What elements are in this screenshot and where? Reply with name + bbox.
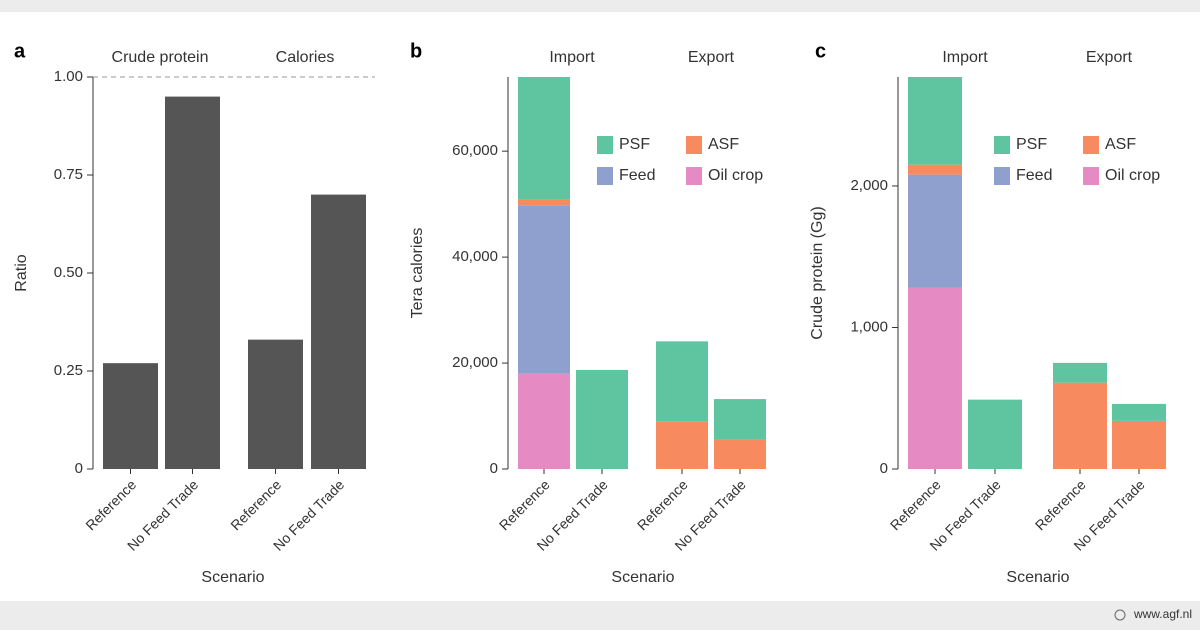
bar-segment bbox=[518, 205, 570, 374]
legend-label: ASF bbox=[708, 136, 739, 153]
footer-source: www.agf.nl bbox=[1133, 607, 1192, 621]
y-tick-label: 1.00 bbox=[54, 68, 83, 85]
legend-swatch bbox=[597, 167, 613, 185]
legend-label: PSF bbox=[1016, 136, 1047, 153]
y-tick-label: 40,000 bbox=[452, 248, 498, 265]
y-tick-label: 60,000 bbox=[452, 142, 498, 159]
legend-swatch bbox=[597, 136, 613, 154]
top-band bbox=[0, 0, 1200, 12]
legend-swatch bbox=[994, 167, 1010, 185]
bar-segment bbox=[518, 373, 570, 469]
bar-segment bbox=[908, 164, 962, 175]
y-axis-label: Tera calories bbox=[409, 228, 426, 319]
bar bbox=[248, 339, 303, 469]
x-tick-label: Reference bbox=[634, 476, 691, 533]
y-axis-label: Crude protein (Gg) bbox=[809, 206, 826, 339]
y-tick-label: 2,000 bbox=[850, 177, 888, 194]
bar-segment bbox=[908, 174, 962, 288]
y-tick-label: 0.25 bbox=[54, 362, 83, 379]
x-tick-label: Reference bbox=[1032, 476, 1089, 533]
facet-label: Export bbox=[688, 49, 735, 66]
facet-label: Import bbox=[942, 49, 988, 66]
legend-swatch bbox=[994, 136, 1010, 154]
bar-segment bbox=[968, 399, 1022, 469]
y-tick-label: 0 bbox=[75, 460, 83, 477]
facet-label: Crude protein bbox=[112, 49, 209, 66]
panel-letter: b bbox=[410, 40, 422, 62]
facet-label: Import bbox=[549, 49, 595, 66]
bar bbox=[165, 96, 220, 469]
y-tick-label: 0 bbox=[490, 460, 498, 477]
legend-swatch bbox=[686, 167, 702, 185]
x-tick-label: Reference bbox=[496, 476, 553, 533]
bar-segment bbox=[518, 77, 570, 200]
bar bbox=[311, 194, 366, 469]
bar-segment bbox=[1053, 362, 1107, 383]
y-axis-label: Ratio bbox=[13, 254, 30, 291]
bar-segment bbox=[1112, 403, 1166, 421]
legend-label: Oil crop bbox=[1105, 167, 1160, 184]
x-axis-label: Scenario bbox=[1006, 569, 1069, 586]
bar-segment bbox=[714, 399, 766, 440]
bar-segment bbox=[714, 439, 766, 469]
y-tick-label: 0 bbox=[880, 460, 888, 477]
bar bbox=[103, 363, 158, 469]
panel-letter: a bbox=[14, 40, 26, 62]
bar-segment bbox=[1112, 420, 1166, 469]
facet-label: Calories bbox=[276, 49, 335, 66]
x-tick-label: Reference bbox=[82, 476, 139, 533]
bar-segment bbox=[656, 341, 708, 422]
legend-swatch bbox=[1083, 136, 1099, 154]
legend-label: Oil crop bbox=[708, 167, 763, 184]
legend-label: PSF bbox=[619, 136, 650, 153]
footer-icon bbox=[1114, 609, 1126, 621]
x-tick-label: Reference bbox=[227, 476, 284, 533]
bar-segment bbox=[1053, 382, 1107, 469]
legend-swatch bbox=[686, 136, 702, 154]
y-tick-label: 0.50 bbox=[54, 264, 83, 281]
legend-label: ASF bbox=[1105, 136, 1136, 153]
footer-band bbox=[0, 601, 1200, 630]
legend-swatch bbox=[1083, 167, 1099, 185]
y-tick-label: 1,000 bbox=[850, 318, 888, 335]
bar-segment bbox=[656, 421, 708, 469]
bar-segment bbox=[908, 287, 962, 469]
bar-segment bbox=[518, 199, 570, 206]
bar-segment bbox=[908, 77, 962, 165]
panel-letter: c bbox=[815, 40, 826, 62]
legend-label: Feed bbox=[1016, 167, 1052, 184]
facet-label: Export bbox=[1086, 49, 1133, 66]
x-tick-label: Reference bbox=[887, 476, 944, 533]
legend-label: Feed bbox=[619, 167, 655, 184]
x-axis-label: Scenario bbox=[611, 569, 674, 586]
bar-segment bbox=[576, 369, 628, 469]
x-axis-label: Scenario bbox=[201, 569, 264, 586]
y-tick-label: 0.75 bbox=[54, 166, 83, 183]
y-tick-label: 20,000 bbox=[452, 354, 498, 371]
